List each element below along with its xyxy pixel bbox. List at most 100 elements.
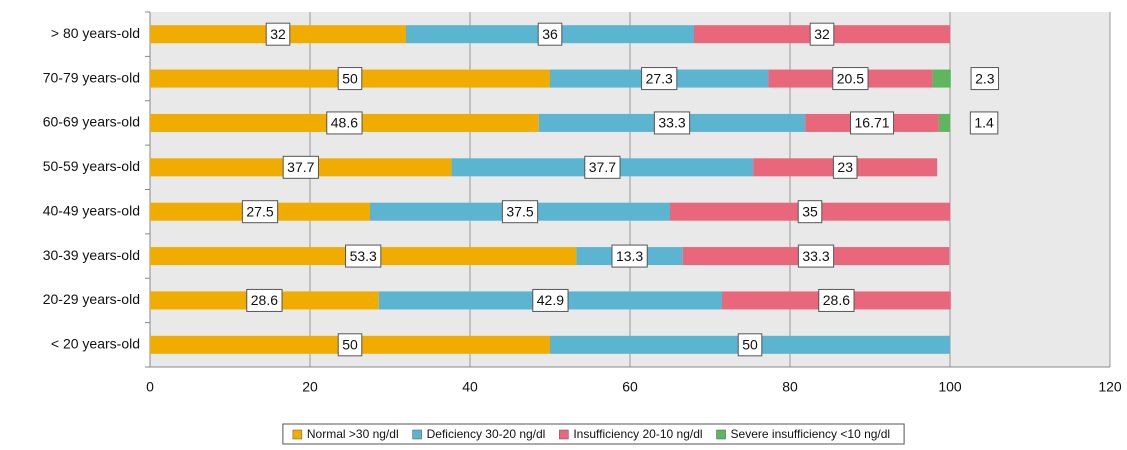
data-label-box [265, 22, 291, 46]
x-tick-label: 60 [622, 379, 638, 395]
data-label-box [326, 111, 363, 135]
data-label: 37.7 [282, 155, 319, 179]
y-tick-label: < 20 years-old [51, 336, 140, 352]
data-label-text: 27.5 [246, 203, 273, 219]
data-label-text: 50 [742, 337, 758, 353]
legend-swatch [292, 429, 303, 440]
data-label: 50 [337, 67, 363, 91]
data-label-box [337, 67, 363, 91]
x-tick-label: 80 [782, 379, 798, 395]
data-label: 13.3 [611, 244, 648, 268]
data-label-text: 27.3 [646, 70, 673, 86]
x-tick-label: 120 [1098, 379, 1122, 395]
y-tick-label: 30-39 years-old [43, 247, 140, 263]
data-label: 37.7 [584, 155, 621, 179]
data-label-box [969, 111, 999, 135]
data-label-text: 53.3 [350, 248, 377, 264]
legend-label: Insufficiency 20-10 ng/dl [573, 427, 702, 441]
data-label-box [832, 67, 869, 91]
data-label: 20.5 [832, 67, 869, 91]
data-label-text: 2.3 [975, 70, 995, 86]
data-label-box [611, 244, 648, 268]
data-label-box [832, 155, 858, 179]
data-label-text: 35 [802, 203, 818, 219]
y-tick-label: 50-59 years-old [43, 158, 140, 174]
data-label-box [809, 22, 835, 46]
data-label-text: 28.6 [251, 292, 278, 308]
x-tick-label: 20 [302, 379, 318, 395]
data-label: 50 [337, 333, 363, 357]
y-tick-label: > 80 years-old [51, 25, 140, 41]
x-tick-label: 40 [462, 379, 478, 395]
y-tick-label: 70-79 years-old [43, 69, 140, 85]
data-label-text: 37.7 [287, 159, 314, 175]
data-label: 36 [537, 22, 563, 46]
data-label-box [241, 200, 279, 224]
data-label: 48.6 [326, 111, 363, 135]
data-label: 1.4 [969, 111, 999, 135]
data-label-box [246, 288, 283, 312]
data-label: 50 [737, 333, 763, 357]
data-label-box [337, 333, 363, 357]
data-label-box [537, 22, 563, 46]
data-label: 32 [265, 22, 291, 46]
data-label: 27.5 [241, 200, 279, 224]
data-label: 33.3 [797, 244, 835, 268]
legend-label: Normal >30 ng/dl [307, 427, 399, 441]
data-label: 27.3 [641, 67, 678, 91]
data-label-text: 33.3 [802, 248, 829, 264]
data-label-text: 42.9 [537, 292, 564, 308]
data-label-box [797, 200, 823, 224]
data-label: 53.3 [345, 244, 382, 268]
data-label-box [653, 111, 691, 135]
data-label: 33.3 [653, 111, 691, 135]
data-label-text: 37.7 [589, 159, 616, 175]
data-label-text: 28.6 [823, 292, 850, 308]
data-label-box [737, 333, 763, 357]
data-label: 16.71 [850, 111, 895, 135]
bar-segment [932, 69, 951, 88]
data-label-text: 20.5 [837, 70, 864, 86]
data-label-box [532, 288, 569, 312]
data-label-box [345, 244, 382, 268]
data-label-box [797, 244, 835, 268]
data-label-box [501, 200, 539, 224]
legend: Normal >30 ng/dl Deficiency 30-20 ng/dl In… [282, 423, 905, 445]
data-label-box [818, 288, 855, 312]
data-label: 23 [832, 155, 858, 179]
data-label-text: 16.71 [855, 115, 890, 131]
data-label: 28.6 [246, 288, 283, 312]
data-label-text: 32 [814, 26, 830, 42]
data-label-text: 36 [542, 26, 558, 42]
data-label: 2.3 [970, 67, 1000, 91]
data-label: 37.5 [501, 200, 539, 224]
data-label-box [584, 155, 621, 179]
data-label-box [282, 155, 319, 179]
legend-swatch [716, 429, 726, 440]
data-label-text: 33.3 [658, 115, 685, 131]
data-label: 28.6 [818, 288, 855, 312]
data-label-box [970, 67, 1000, 91]
data-label-text: 13.3 [616, 248, 643, 264]
legend-box [282, 423, 905, 445]
data-label-text: 1.4 [974, 115, 994, 131]
x-tick-label: 100 [938, 379, 962, 395]
data-label-text: 32 [270, 26, 286, 42]
data-label-text: 50 [342, 337, 358, 353]
y-tick-label: 60-69 years-old [43, 114, 140, 130]
bar-segment [938, 113, 951, 132]
data-label-box [641, 67, 678, 91]
data-label-text: 37.5 [506, 203, 533, 219]
legend-label: Severe insufficiency <10 ng/dl [731, 427, 891, 441]
data-label: 42.9 [532, 288, 569, 312]
data-label-box [850, 111, 895, 135]
data-label-text: 23 [837, 159, 853, 175]
x-tick-label: 0 [146, 379, 154, 395]
data-label: 35 [797, 200, 823, 224]
y-tick-label: 20-29 years-old [43, 291, 140, 307]
legend-swatch [559, 429, 569, 440]
y-tick-label: 40-49 years-old [43, 202, 140, 218]
data-label: 32 [809, 22, 835, 46]
data-label-text: 50 [342, 70, 358, 86]
